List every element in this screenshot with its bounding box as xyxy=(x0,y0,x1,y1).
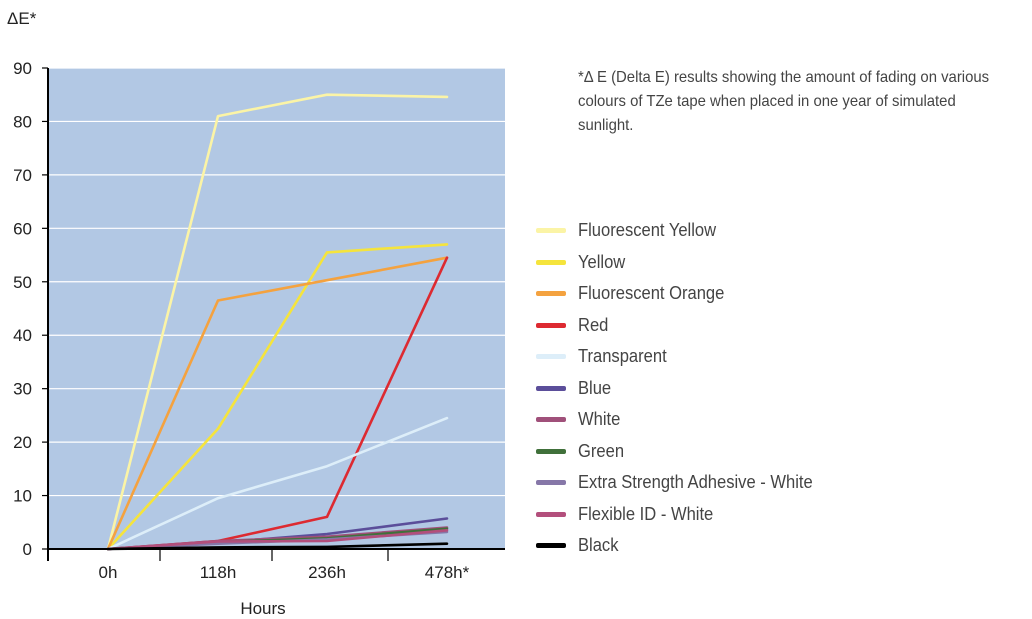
chart-legend: Fluorescent Yellow Yellow Fluorescent Oran… xyxy=(536,215,833,562)
series-lines xyxy=(106,93,449,551)
y-tick-label: 70 xyxy=(13,166,32,185)
legend-swatch xyxy=(536,228,566,234)
x-tick-label: 236h xyxy=(308,563,346,582)
legend-swatch xyxy=(536,322,566,328)
y-axis-title: ΔE* xyxy=(7,9,37,28)
legend-item-flexible-id-white: Flexible ID - White xyxy=(536,499,833,531)
legend-item-black: Black xyxy=(536,530,833,562)
legend-label: Fluorescent Yellow xyxy=(578,220,717,241)
legend-label: Transparent xyxy=(578,346,667,367)
legend-label: Yellow xyxy=(578,251,626,272)
x-tick-label: 0h xyxy=(99,563,118,582)
series-line-fluorescent-yellow xyxy=(106,93,449,551)
y-tick-label: 20 xyxy=(13,433,32,452)
legend-item-white: White xyxy=(536,404,833,436)
legend-swatch xyxy=(536,448,566,454)
legend-swatch xyxy=(536,417,566,423)
legend-label: Red xyxy=(578,314,609,335)
legend-swatch xyxy=(536,511,566,517)
legend-item-green: Green xyxy=(536,436,833,468)
legend-label: Green xyxy=(578,440,625,461)
y-tick-label: 60 xyxy=(13,219,32,238)
x-tick-label: 118h xyxy=(200,563,237,582)
y-tick-label: 30 xyxy=(13,380,32,399)
y-tick-label: 10 xyxy=(13,487,32,506)
x-axis-title: Hours xyxy=(240,599,285,618)
legend-item-blue: Blue xyxy=(536,373,833,405)
series-line-transparent xyxy=(106,416,449,551)
legend-swatch xyxy=(536,543,566,549)
chart-footnote: *Δ E (Delta E) results showing the amoun… xyxy=(578,69,990,134)
series-line-fluorescent-orange xyxy=(106,256,449,551)
x-tick-label: 478h* xyxy=(425,563,470,582)
legend-item-yellow: Yellow xyxy=(536,247,833,279)
legend-label: White xyxy=(578,409,621,430)
legend-swatch xyxy=(536,259,566,265)
legend-label: Black xyxy=(578,535,619,556)
legend-item-transparent: Transparent xyxy=(536,341,833,373)
legend-swatch xyxy=(536,354,566,360)
legend-item-fluorescent-yellow: Fluorescent Yellow xyxy=(536,215,833,247)
plot-area xyxy=(48,68,505,549)
y-tick-label: 80 xyxy=(13,112,32,131)
legend-label: Flexible ID - White xyxy=(578,503,714,524)
legend-swatch xyxy=(536,291,566,297)
y-tick-label: 40 xyxy=(13,326,32,345)
y-tick-label: 90 xyxy=(13,59,32,78)
series-line-flexible-id-white xyxy=(106,528,449,551)
x-axis-ticks: 0h 118h 236h 478h* xyxy=(99,549,470,582)
legend-label: Blue xyxy=(578,377,612,398)
legend-swatch xyxy=(536,480,566,486)
y-tick-label: 0 xyxy=(23,540,32,559)
legend-item-red: Red xyxy=(536,310,833,342)
y-axis-ticks: 0 10 20 30 40 50 60 70 80 90 xyxy=(13,59,48,559)
legend-item-extra-strength-adhesive-white: Extra Strength Adhesive - White xyxy=(536,467,833,499)
legend-label: Extra Strength Adhesive - White xyxy=(578,472,813,493)
legend-item-fluorescent-orange: Fluorescent Orange xyxy=(536,278,833,310)
legend-swatch xyxy=(536,385,566,391)
grid-lines xyxy=(48,67,505,497)
y-tick-label: 50 xyxy=(13,273,32,292)
legend-label: Fluorescent Orange xyxy=(578,283,725,304)
series-line-yellow xyxy=(106,243,449,551)
